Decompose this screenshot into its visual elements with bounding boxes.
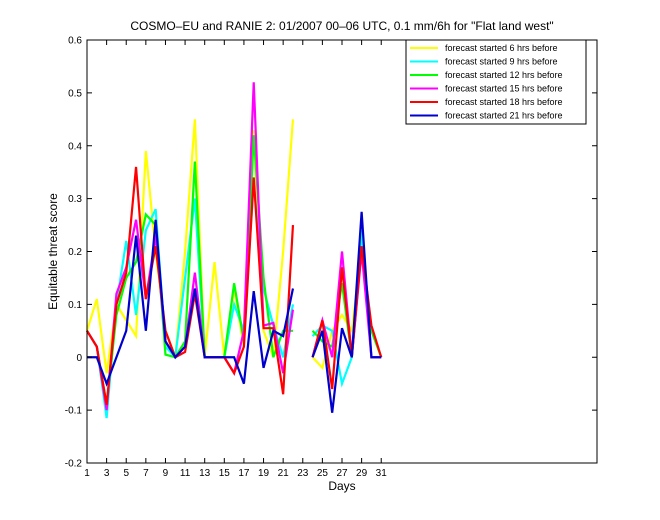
x-tick-label: 9: [163, 468, 169, 479]
legend-entry-5: forecast started 18 hrs before: [445, 97, 563, 107]
y-tick-label: 0.6: [68, 36, 82, 47]
x-tick-label: 19: [258, 468, 270, 479]
legend-items: forecast started 6 hrs before forecast st…: [410, 43, 563, 121]
x-axis-label: Days: [328, 479, 355, 493]
x-tick-label: 13: [199, 468, 211, 479]
legend-box: [405, 39, 587, 125]
y-tick-label: 0.2: [68, 247, 82, 258]
x-tick-label: 1: [84, 468, 90, 479]
x-tick-label: 25: [317, 468, 329, 479]
x-axis-ticks: 1 3 5 7 9 11 13 15 17 19 21 23 25 27 29 31: [84, 40, 387, 479]
plot-lines: [85, 82, 383, 419]
x-tick-label: 3: [104, 468, 110, 479]
x-tick-label: 21: [278, 468, 290, 479]
x-tick-label: 23: [297, 468, 309, 479]
chart-title: COSMO–EU and RANIE 2: 01/2007 00–06 UTC,…: [130, 19, 553, 33]
legend-entry-1: forecast started 6 hrs before: [445, 43, 558, 53]
x-tick-label: 7: [143, 468, 149, 479]
y-axis-ticks: -0.2 -0.1 0 0.1 0.2 0.3 0.4 0.5 0.6: [65, 36, 597, 470]
legend: forecast started 6 hrs before forecast st…: [405, 39, 587, 125]
y-tick-label: 0.5: [68, 88, 82, 99]
x-tick-label: 11: [180, 468, 191, 479]
y-tick-label: 0.1: [68, 300, 82, 311]
series-line-6-segment-1: [87, 219, 295, 387]
y-tick-label: -0.2: [65, 459, 83, 470]
series-line-4-segment-1: [86, 82, 295, 411]
y-axis-label: Equitable threat score: [46, 193, 60, 310]
legend-entry-4: forecast started 15 hrs before: [445, 84, 563, 94]
legend-entry-2: forecast started 9 hrs before: [445, 57, 558, 67]
y-tick-label: 0.3: [68, 194, 82, 205]
x-tick-label: 31: [376, 468, 388, 479]
x-tick-label: 29: [356, 468, 368, 479]
series-line-6-segment-2: [311, 211, 382, 413]
x-tick-label: 17: [238, 468, 250, 479]
series-line-5-segment-2: [311, 246, 383, 390]
x-tick-label: 5: [123, 468, 129, 479]
legend-entry-6: forecast started 21 hrs before: [445, 111, 563, 121]
x-tick-label: 27: [336, 468, 348, 479]
legend-entry-3: forecast started 12 hrs before: [445, 70, 563, 80]
y-tick-label: 0: [76, 353, 82, 364]
x-tick-label: 15: [219, 468, 231, 479]
y-tick-label: 0.4: [68, 141, 82, 152]
y-tick-label: -0.1: [65, 406, 83, 417]
